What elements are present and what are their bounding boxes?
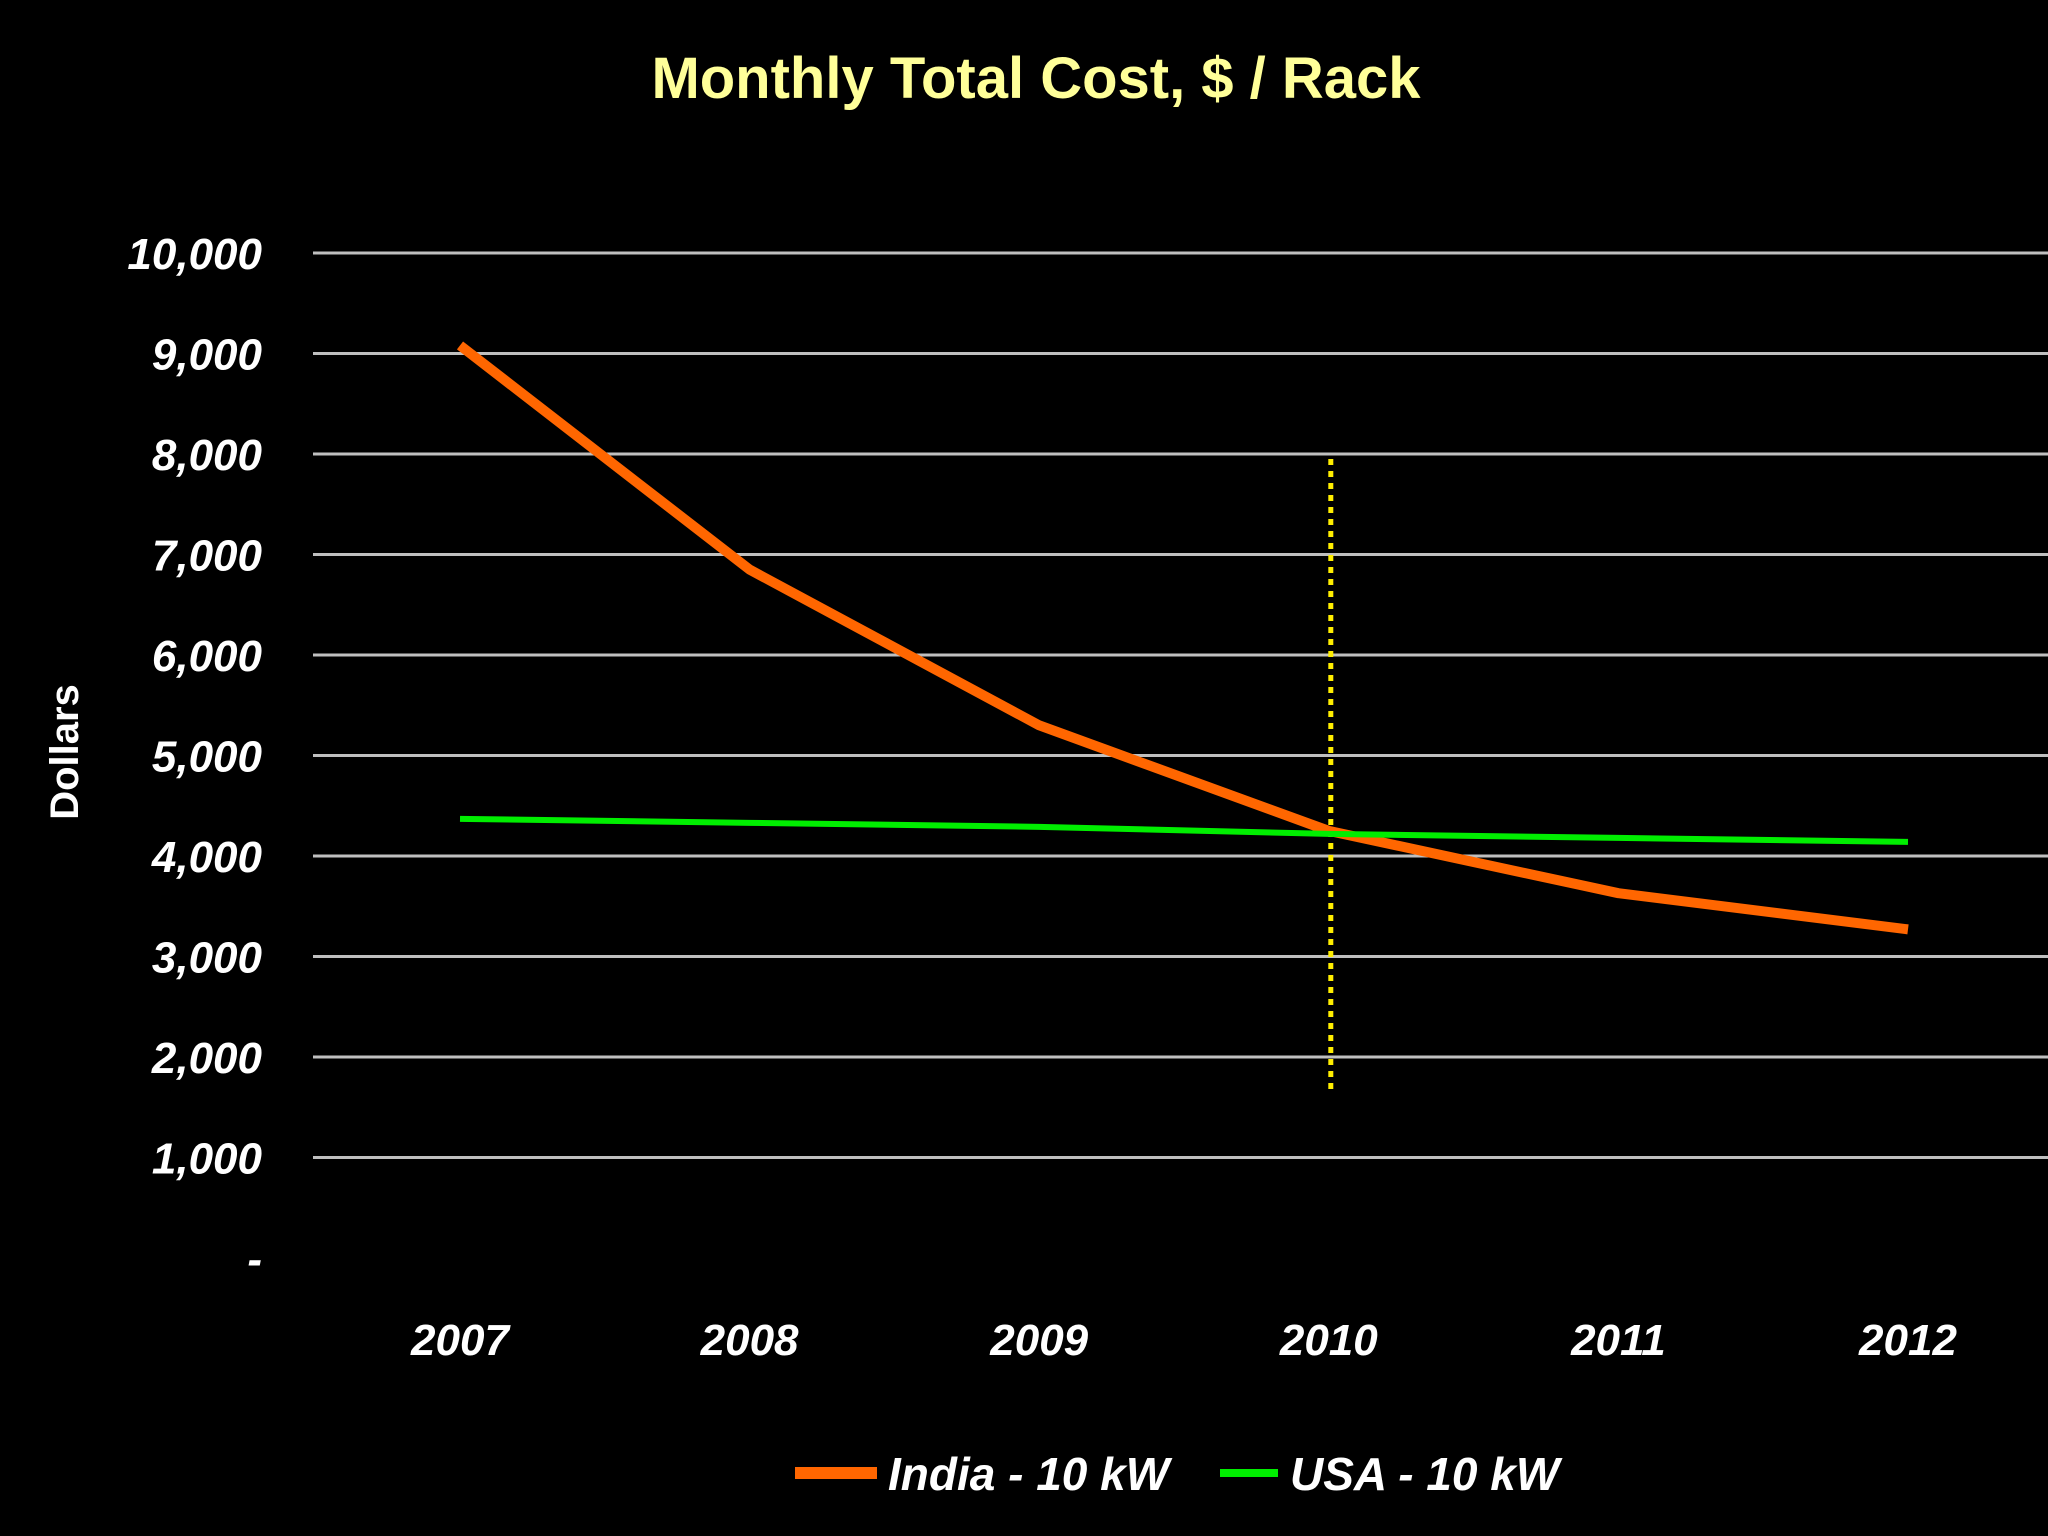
x-axis-ticks: 2007 2008 2009 2010 2011 2012 [410,1316,1957,1365]
legend-label: USA - 10 kW [1290,1448,1563,1500]
legend: India - 10 kW USA - 10 kW [795,1448,1563,1500]
x-tick-label: 2007 [410,1316,511,1365]
series-line [459,815,1909,845]
gridlines [313,251,2048,1159]
y-tick-label: 5,000 [152,733,263,782]
y-tick-label: 7,000 [152,532,263,581]
series-line [456,341,1909,935]
x-tick-label: 2009 [989,1316,1088,1365]
chart-title: Monthly Total Cost, $ / Rack [651,46,1421,111]
x-tick-label: 2011 [1570,1316,1666,1365]
y-tick-label: 4,000 [151,833,263,882]
x-tick-label: 2008 [700,1316,799,1365]
y-tick-label: 10,000 [127,230,262,279]
y-tick-label: 2,000 [151,1034,263,1083]
legend-label: India - 10 kW [888,1448,1173,1500]
data-series [456,341,1909,935]
y-tick-label: 3,000 [152,934,263,983]
y-axis-ticks: - 1,000 2,000 3,000 4,000 5,000 6,000 7,000 8,00… [127,230,262,1284]
y-tick-label: 1,000 [152,1135,263,1184]
x-tick-label: 2010 [1279,1316,1378,1365]
x-tick-label: 2012 [1858,1316,1957,1365]
y-tick-label: 6,000 [152,632,263,681]
y-tick-label: 9,000 [152,331,263,380]
y-tick-label: 8,000 [152,431,263,480]
y-tick-label: - [247,1235,262,1284]
y-axis-label: Dollars [43,684,87,820]
